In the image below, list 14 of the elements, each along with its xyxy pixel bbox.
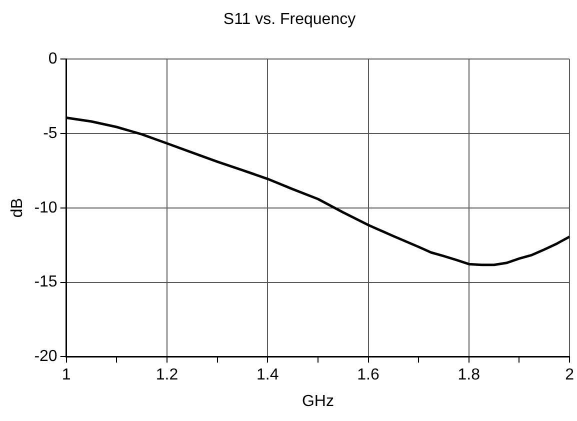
x-axis-title: GHz: [302, 392, 334, 410]
x-tick-label: 1.4: [256, 366, 279, 384]
x-tick-label: 1: [62, 366, 71, 384]
x-tick-label: 1.6: [357, 366, 380, 384]
chart-title: S11 vs. Frequency: [223, 11, 356, 28]
x-tick-label: 1.2: [156, 366, 178, 384]
y-tick-label: -20: [34, 348, 58, 366]
y-tick-label: -5: [43, 124, 58, 142]
y-tick-label: -10: [34, 199, 58, 216]
y-tick-label: 0: [48, 50, 58, 68]
y-axis-title: dB: [9, 198, 26, 218]
x-tick-label: 2: [565, 366, 574, 384]
y-tick-label: -15: [34, 274, 58, 291]
x-tick-label: 1.8: [458, 366, 480, 384]
